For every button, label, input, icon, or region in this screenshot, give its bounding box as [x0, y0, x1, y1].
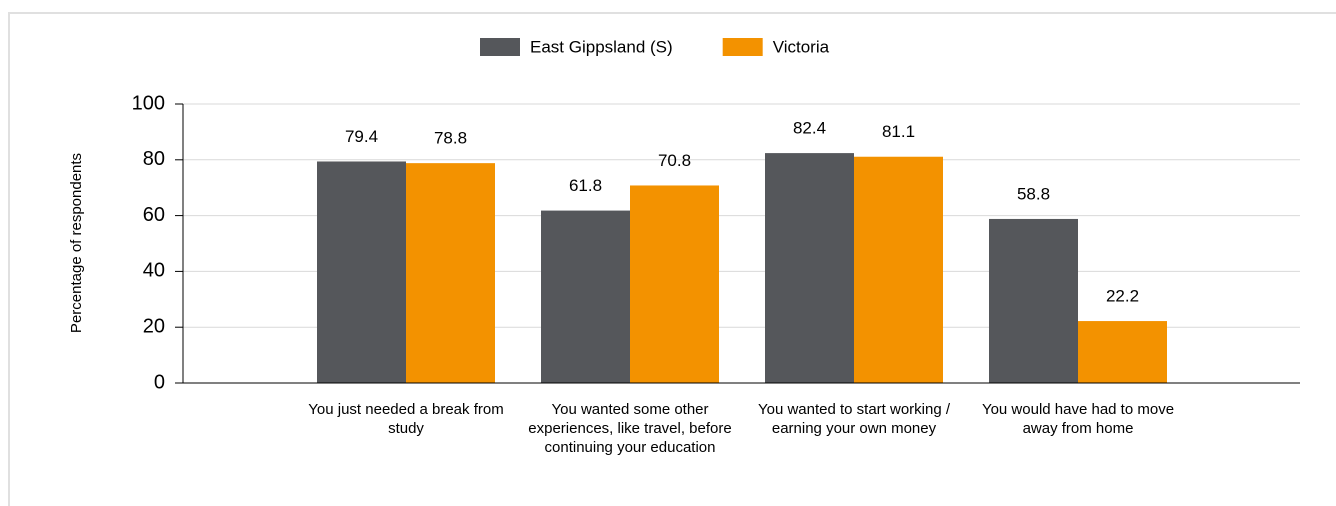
y-tick-label: 80 [143, 148, 165, 170]
legend-swatch [480, 38, 520, 56]
bar [854, 156, 943, 383]
bar [541, 210, 630, 383]
x-tick-label: You wanted to start working / earning yo… [757, 401, 951, 437]
value-label: 58.8 [1017, 184, 1050, 203]
x-tick-label: You just needed a break from study [308, 401, 504, 437]
value-label: 61.8 [569, 176, 602, 195]
frame [8, 12, 1336, 506]
bar [765, 153, 854, 383]
y-axis-label: Percentage of respondents [68, 153, 85, 333]
value-label: 22.2 [1106, 287, 1139, 306]
value-label: 81.1 [882, 122, 915, 141]
bar [1078, 321, 1167, 383]
legend-swatch [722, 38, 763, 56]
y-tick-label: 0 [154, 371, 165, 393]
legend-label: East Gippsland (S) [530, 37, 673, 56]
bar [989, 218, 1078, 383]
value-label: 78.8 [434, 129, 467, 148]
legend-label: Victoria [773, 37, 830, 56]
y-tick-label: 40 [143, 260, 165, 282]
bar [317, 161, 406, 383]
x-tick-label: You would have had to move away from hom… [981, 401, 1175, 437]
y-tick-label: 60 [143, 204, 165, 226]
y-tick-label: 20 [143, 315, 165, 337]
y-tick-label: 100 [132, 92, 165, 114]
value-label: 79.4 [345, 127, 378, 146]
x-tick-label: You wanted some other experiences, like … [528, 401, 732, 456]
value-label: 70.8 [658, 151, 691, 170]
bar [406, 163, 495, 383]
value-label: 82.4 [793, 119, 826, 138]
bar [630, 185, 719, 383]
